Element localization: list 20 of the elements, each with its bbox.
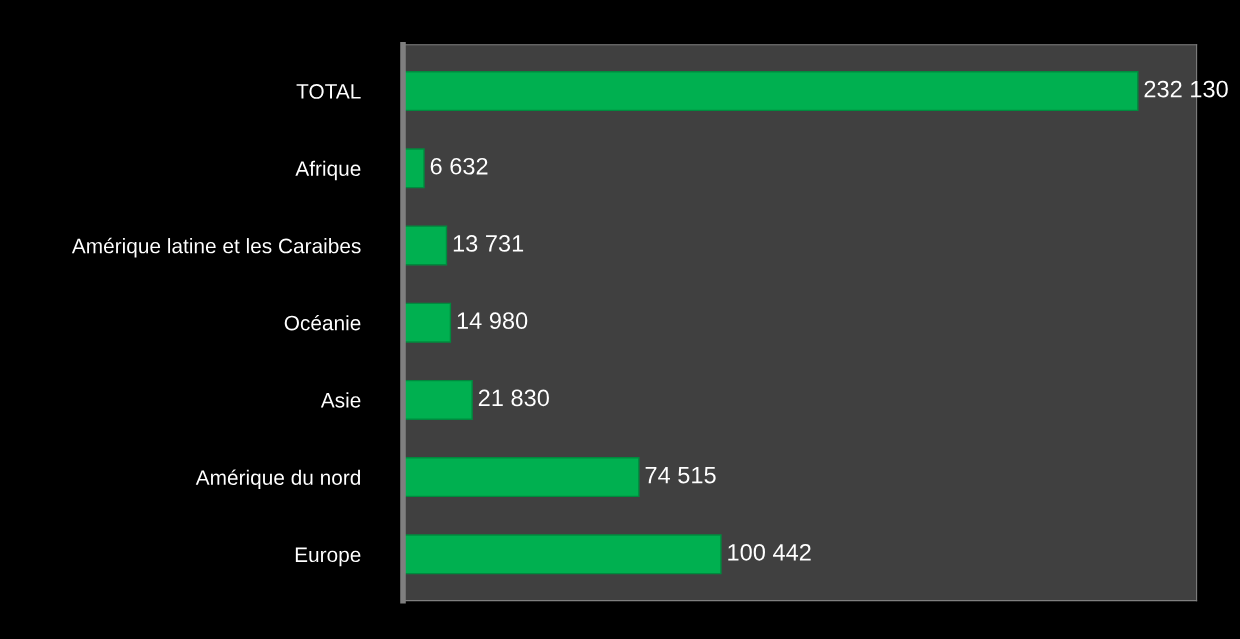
bar	[403, 457, 640, 498]
y-tick-label: Amérique latine et les Caraibes	[71, 237, 361, 258]
bar	[403, 225, 448, 266]
y-tick-label: Asie	[320, 392, 361, 408]
y-tick-label: Europe	[295, 547, 361, 567]
bar	[403, 302, 452, 343]
y-tick-label: Amérique du nord	[195, 469, 360, 490]
data-label: 100 442	[728, 543, 811, 561]
data-label: 74 515	[645, 466, 716, 484]
data-label: 13 731	[453, 235, 524, 252]
data-label: 21 830	[478, 389, 549, 407]
data-label: 232 130	[1144, 80, 1228, 98]
bar	[403, 534, 722, 575]
data-label: 6 632	[430, 157, 488, 175]
data-label: 14 980	[457, 312, 528, 330]
y-tick-label: Afrique	[295, 160, 361, 181]
y-tick-label: TOTAL	[296, 84, 361, 99]
bar	[403, 379, 473, 420]
y-tick-label: Océanie	[284, 314, 361, 331]
bar	[403, 71, 1139, 112]
